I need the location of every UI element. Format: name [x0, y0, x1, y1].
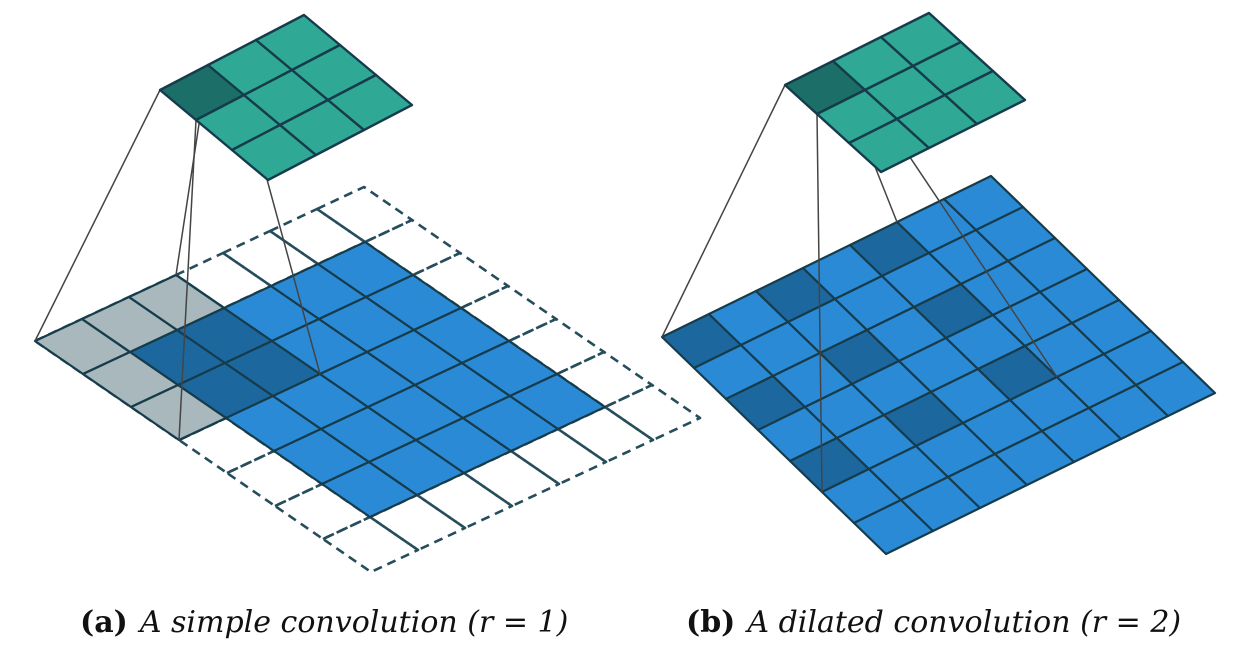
kernel-overhang-cell-2-0: [127, 273, 226, 332]
padding-cell-6-6: [603, 383, 702, 442]
caption-b-label: (b): [686, 605, 736, 640]
projection-line-2: [816, 113, 823, 493]
panel-b-dilated-convolution: [660, 11, 1217, 556]
caption-a: (a) A simple convolution (r = 1): [80, 605, 568, 649]
caption-a-text: A simple convolution (r = 1): [139, 605, 569, 640]
padding-cell-0-6: [321, 515, 420, 574]
output-cell-2-2: [326, 73, 414, 132]
panel-a-output-grid: [158, 13, 414, 182]
padding-cell-6-0: [315, 185, 414, 244]
panel-b-output-grid: [783, 11, 1027, 174]
kernel-overhang-cell-0-2: [129, 383, 228, 442]
input-cell-6-6: [1134, 360, 1217, 418]
caption-a-label: (a): [80, 605, 128, 640]
projection-line-0: [661, 84, 786, 338]
input-cell-4-4: [508, 372, 607, 431]
projection-line-2: [178, 119, 197, 441]
output-cell-2-2: [943, 69, 1027, 126]
projection-line-0: [34, 89, 161, 342]
caption-b: (b) A dilated convolution (r = 2): [686, 605, 1181, 649]
caption-b-text: A dilated convolution (r = 2): [747, 605, 1182, 640]
panel-a-simple-convolution: [33, 13, 702, 574]
panel-a-input-grid: [33, 185, 702, 574]
panel-b-input-grid: [660, 174, 1217, 556]
